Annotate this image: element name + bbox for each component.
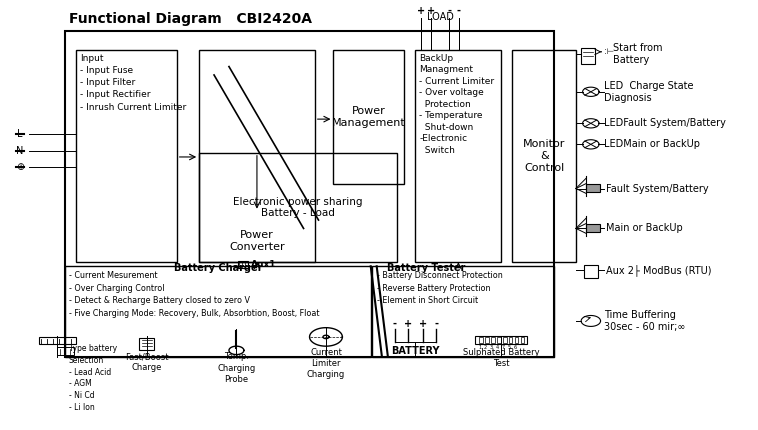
Text: -: - [457,6,461,16]
Text: Time Buffering
30sec - 60 mir;∞: Time Buffering 30sec - 60 mir;∞ [604,310,686,332]
Text: Input
- Input Fuse
- Input Filter
- Input Rectifier
- Inrush Current Limiter: Input - Input Fuse - Input Filter - Inpu… [80,54,186,111]
Text: ⊕: ⊕ [16,163,24,172]
Text: Electronic power sharing
Battery - Load: Electronic power sharing Battery - Load [233,197,363,218]
Bar [199,50,315,262]
Text: Fault System/Battery: Fault System/Battery [606,184,709,194]
Text: - Current Mesurement
- Over Charging Control
- Detect & Recharge Battery closed : - Current Mesurement - Over Charging Con… [69,271,320,318]
Text: - Battery Disconnect Protection
- Reverse Battery Protection
- Element in Short : - Battery Disconnect Protection - Revers… [377,271,503,305]
Text: BATTERY: BATTERY [391,346,440,356]
Text: LED  Charge State
Diagnosis: LED Charge State Diagnosis [604,80,694,103]
Text: Current
Limiter
Charging: Current Limiter Charging [307,348,345,379]
Text: -: - [447,6,451,16]
Bar [581,48,594,64]
Bar [584,265,597,278]
Bar [372,266,553,357]
Bar [479,338,483,343]
Bar [65,266,371,357]
Bar [587,224,600,232]
Text: Type battery
Selection
- Lead Acid
- AGM
- Ni Cd
- Li Ion: Type battery Selection - Lead Acid - AGM… [68,344,117,412]
Bar [512,50,576,262]
Text: LEDMain or BackUp: LEDMain or BackUp [604,139,700,149]
Text: 2: 2 [484,345,487,350]
Bar [39,337,76,344]
Text: 3: 3 [490,345,493,350]
Bar [76,50,177,262]
Text: +: + [427,6,435,16]
Text: Aux 2├ ModBus (RTU): Aux 2├ ModBus (RTU) [606,264,711,276]
Bar [139,338,155,350]
Text: Power
Converter: Power Converter [229,230,285,252]
Text: 5: 5 [508,345,511,350]
Bar [485,338,489,343]
Text: LEDFault System/Battery: LEDFault System/Battery [604,118,726,128]
Text: Power
Management: Power Management [332,106,406,128]
Bar [587,184,600,192]
Bar [238,261,249,267]
Bar [521,338,525,343]
Text: 6: 6 [514,345,517,350]
Text: Main or BackUp: Main or BackUp [606,224,682,233]
Bar [58,347,74,355]
Text: Sulphated Battery
Test: Sulphated Battery Test [463,348,540,368]
Bar [509,338,512,343]
Bar [491,338,494,343]
Text: Battery Tester: Battery Tester [387,264,466,273]
Bar [515,338,518,343]
Text: +: + [419,319,427,329]
Bar [415,50,501,262]
Text: +: + [418,6,425,16]
Text: N: N [17,146,23,156]
Text: L: L [17,129,23,139]
Text: Fast/Boost
Charge: Fast/Boost Charge [125,352,168,372]
Text: Aux1: Aux1 [252,260,277,269]
Bar [65,31,553,357]
Text: +: + [404,319,412,329]
Text: 4: 4 [496,345,499,350]
Bar [475,336,528,344]
Text: Temp.
Charging
Probe: Temp. Charging Probe [218,353,255,384]
Text: -: - [393,319,396,329]
Bar [199,153,397,262]
Text: 7: 7 [502,345,505,350]
Text: Monitor
&
Control: Monitor & Control [523,139,565,172]
Text: BackUp
Managment
- Current Limiter
- Over voltage
  Protection
- Temperature
  S: BackUp Managment - Current Limiter - Ove… [419,54,494,154]
Text: 1: 1 [478,345,481,350]
Bar [503,338,506,343]
Bar [334,50,404,184]
Text: -: - [434,319,438,329]
Text: Battery Charger: Battery Charger [174,264,262,273]
Text: Start from
Battery: Start from Battery [613,43,662,65]
Bar [496,338,500,343]
Text: LOAD: LOAD [427,12,453,22]
Text: Functional Diagram   CBI2420A: Functional Diagram CBI2420A [68,12,312,26]
Text: :⊢: :⊢ [604,47,614,56]
